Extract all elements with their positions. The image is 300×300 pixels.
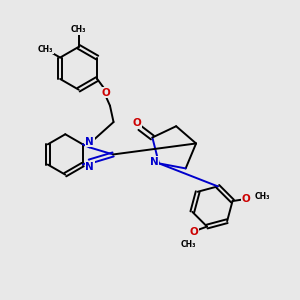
Text: O: O [133,118,141,128]
Text: O: O [241,194,250,204]
Text: O: O [190,226,199,237]
Text: CH₃: CH₃ [71,26,86,34]
Text: N: N [85,137,94,147]
Text: N: N [150,157,159,166]
Text: CH₃: CH₃ [254,191,270,200]
Text: CH₃: CH₃ [38,45,53,54]
Text: N: N [85,162,94,172]
Text: O: O [102,88,110,98]
Text: CH₃: CH₃ [181,240,196,249]
